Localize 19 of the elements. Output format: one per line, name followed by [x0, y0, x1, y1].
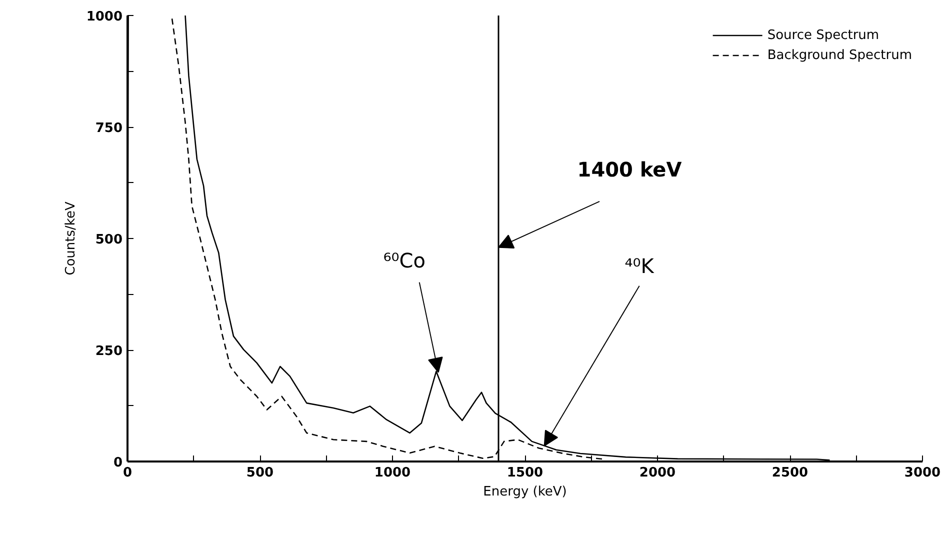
legend-label: Source Spectrum	[767, 28, 880, 42]
x-tick-label: 0	[122, 466, 132, 480]
legend-label: Background Spectrum	[767, 48, 912, 62]
annotation: ⁴⁰K	[624, 254, 655, 278]
x-tick-label: 1000	[374, 466, 411, 480]
x-axis-title: Energy (keV)	[483, 484, 567, 500]
y-tick-label: 750	[95, 121, 123, 136]
y-axis-title: Counts/keV	[63, 202, 78, 276]
annotation: ⁶⁰Co	[383, 248, 426, 272]
x-tick-label: 500	[246, 466, 274, 480]
y-tick-label: 0	[113, 456, 122, 470]
x-tick-label: 3000	[904, 466, 941, 480]
x-tick-label: 2500	[772, 466, 808, 480]
y-tick-label: 500	[95, 232, 123, 248]
ref-line-label: 1400 keV	[577, 157, 682, 182]
y-tick-label: 250	[95, 344, 123, 359]
y-tick-label: 1000	[86, 10, 123, 24]
x-tick-label: 1500	[506, 466, 544, 480]
x-tick-label: 2000	[639, 466, 676, 480]
